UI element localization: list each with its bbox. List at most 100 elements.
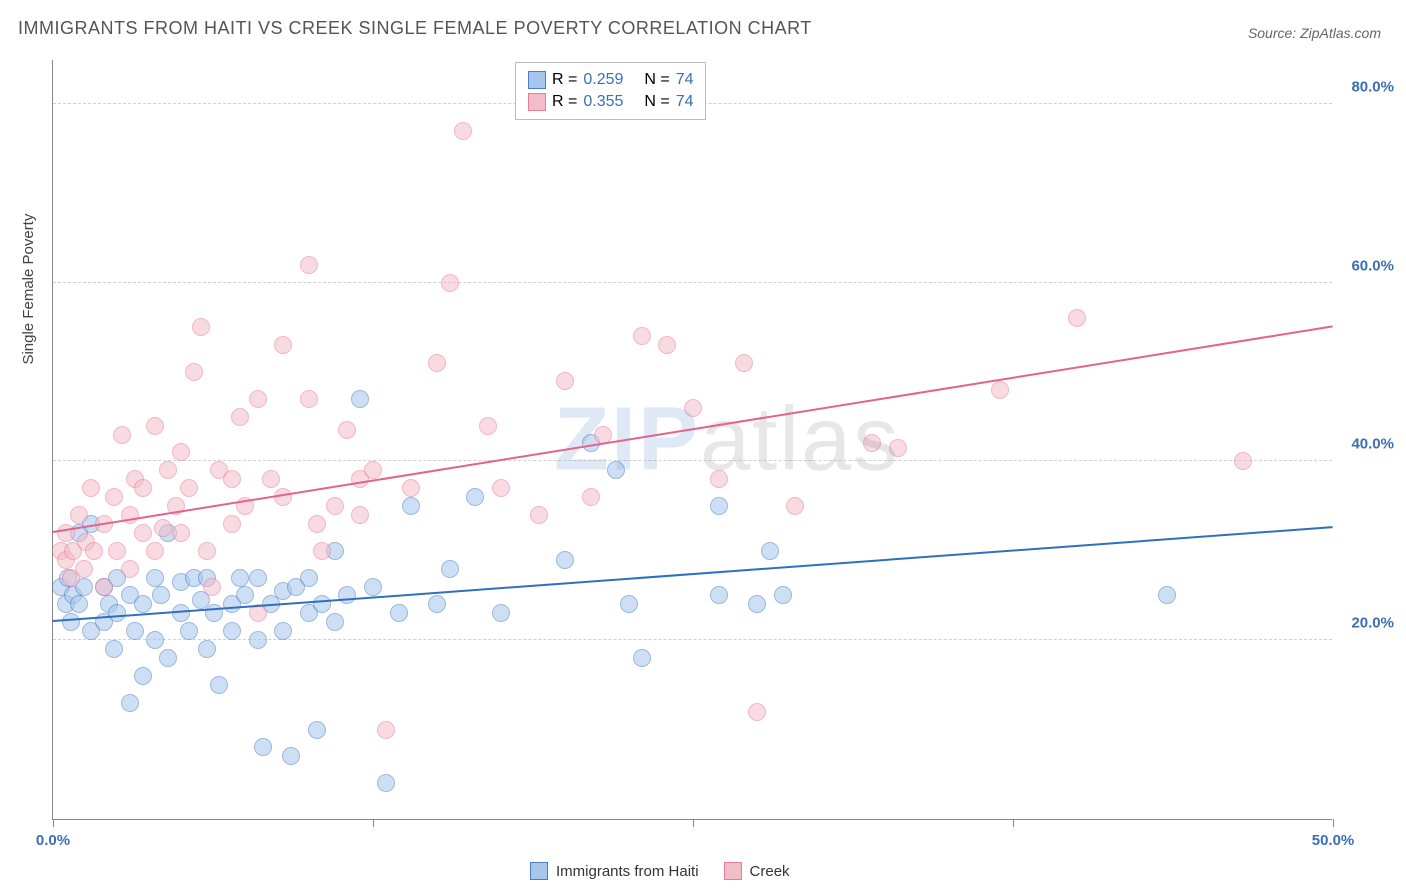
data-point[interactable]: [364, 461, 382, 479]
data-point[interactable]: [180, 479, 198, 497]
data-point[interactable]: [761, 542, 779, 560]
data-point[interactable]: [198, 640, 216, 658]
data-point[interactable]: [231, 569, 249, 587]
data-point[interactable]: [134, 667, 152, 685]
data-point[interactable]: [735, 354, 753, 372]
data-point[interactable]: [254, 738, 272, 756]
data-point[interactable]: [134, 524, 152, 542]
data-point[interactable]: [786, 497, 804, 515]
data-point[interactable]: [70, 506, 88, 524]
data-point[interactable]: [684, 399, 702, 417]
data-point[interactable]: [377, 721, 395, 739]
data-point[interactable]: [326, 497, 344, 515]
data-point[interactable]: [134, 595, 152, 613]
data-point[interactable]: [300, 569, 318, 587]
data-point[interactable]: [223, 515, 241, 533]
data-point[interactable]: [441, 560, 459, 578]
data-point[interactable]: [108, 604, 126, 622]
data-point[interactable]: [308, 515, 326, 533]
data-point[interactable]: [402, 497, 420, 515]
data-point[interactable]: [313, 542, 331, 560]
data-point[interactable]: [70, 595, 88, 613]
data-point[interactable]: [85, 542, 103, 560]
legend-item-haiti[interactable]: Immigrants from Haiti: [530, 862, 699, 880]
data-point[interactable]: [108, 542, 126, 560]
data-point[interactable]: [249, 390, 267, 408]
data-point[interactable]: [249, 569, 267, 587]
data-point[interactable]: [454, 122, 472, 140]
data-point[interactable]: [556, 551, 574, 569]
data-point[interactable]: [95, 578, 113, 596]
data-point[interactable]: [710, 586, 728, 604]
data-point[interactable]: [338, 586, 356, 604]
data-point[interactable]: [351, 506, 369, 524]
data-point[interactable]: [172, 524, 190, 542]
data-point[interactable]: [82, 479, 100, 497]
data-point[interactable]: [313, 595, 331, 613]
data-point[interactable]: [203, 578, 221, 596]
data-point[interactable]: [236, 586, 254, 604]
data-point[interactable]: [121, 694, 139, 712]
legend-item-creek[interactable]: Creek: [724, 862, 790, 880]
data-point[interactable]: [390, 604, 408, 622]
data-point[interactable]: [113, 426, 131, 444]
data-point[interactable]: [556, 372, 574, 390]
data-point[interactable]: [231, 408, 249, 426]
data-point[interactable]: [1234, 452, 1252, 470]
data-point[interactable]: [152, 586, 170, 604]
data-point[interactable]: [185, 363, 203, 381]
data-point[interactable]: [192, 318, 210, 336]
data-point[interactable]: [748, 703, 766, 721]
source-name[interactable]: ZipAtlas.com: [1300, 25, 1381, 41]
data-point[interactable]: [249, 631, 267, 649]
data-point[interactable]: [492, 604, 510, 622]
data-point[interactable]: [180, 622, 198, 640]
data-point[interactable]: [223, 622, 241, 640]
data-point[interactable]: [274, 336, 292, 354]
data-point[interactable]: [105, 640, 123, 658]
data-point[interactable]: [889, 439, 907, 457]
data-point[interactable]: [377, 774, 395, 792]
data-point[interactable]: [146, 542, 164, 560]
data-point[interactable]: [274, 488, 292, 506]
data-point[interactable]: [748, 595, 766, 613]
data-point[interactable]: [1068, 309, 1086, 327]
data-point[interactable]: [774, 586, 792, 604]
data-point[interactable]: [633, 649, 651, 667]
data-point[interactable]: [479, 417, 497, 435]
data-point[interactable]: [62, 613, 80, 631]
data-point[interactable]: [172, 604, 190, 622]
data-point[interactable]: [134, 479, 152, 497]
data-point[interactable]: [1158, 586, 1176, 604]
data-point[interactable]: [710, 497, 728, 515]
data-point[interactable]: [159, 649, 177, 667]
data-point[interactable]: [441, 274, 459, 292]
data-point[interactable]: [274, 622, 292, 640]
data-point[interactable]: [338, 421, 356, 439]
data-point[interactable]: [154, 519, 172, 537]
data-point[interactable]: [582, 488, 600, 506]
data-point[interactable]: [146, 417, 164, 435]
data-point[interactable]: [198, 542, 216, 560]
data-point[interactable]: [223, 470, 241, 488]
data-point[interactable]: [126, 622, 144, 640]
data-point[interactable]: [863, 434, 881, 452]
data-point[interactable]: [105, 488, 123, 506]
data-point[interactable]: [308, 721, 326, 739]
data-point[interactable]: [351, 390, 369, 408]
data-point[interactable]: [466, 488, 484, 506]
data-point[interactable]: [159, 461, 177, 479]
data-point[interactable]: [402, 479, 420, 497]
data-point[interactable]: [300, 256, 318, 274]
data-point[interactable]: [121, 560, 139, 578]
data-point[interactable]: [146, 631, 164, 649]
data-point[interactable]: [428, 595, 446, 613]
data-point[interactable]: [620, 595, 638, 613]
data-point[interactable]: [364, 578, 382, 596]
data-point[interactable]: [326, 613, 344, 631]
data-point[interactable]: [75, 560, 93, 578]
data-point[interactable]: [282, 747, 300, 765]
data-point[interactable]: [146, 569, 164, 587]
data-point[interactable]: [991, 381, 1009, 399]
data-point[interactable]: [633, 327, 651, 345]
